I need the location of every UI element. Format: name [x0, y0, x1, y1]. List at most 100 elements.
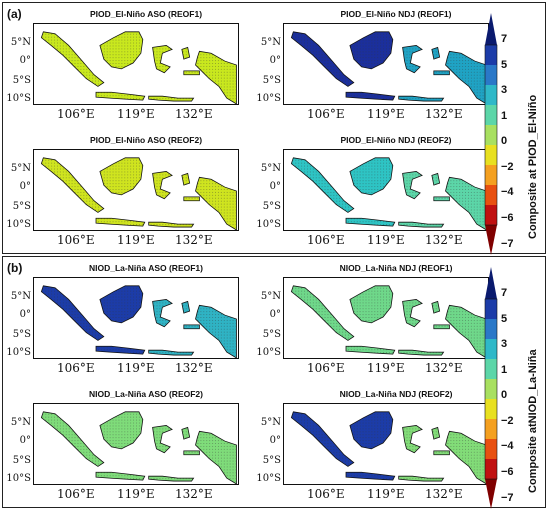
- colorbar-tick-label: −2: [501, 414, 514, 427]
- lon-tick-label: 132°E: [175, 487, 213, 501]
- lon-tick-label: 106°E: [307, 107, 345, 121]
- panel-b: (b) NIOD_La-Niña ASO (REOF1) 5°N 0° 5°S 10°S 1…: [2, 256, 546, 509]
- significance-hatch: [195, 431, 237, 484]
- lon-tick-label: 106°E: [57, 107, 95, 121]
- colorbar-segment: [485, 319, 497, 340]
- significance-hatch: [148, 476, 194, 482]
- lat-tick-label: 5°S: [262, 329, 281, 340]
- significance-hatch: [433, 450, 450, 455]
- colorbar-segment: [485, 165, 497, 186]
- significance-hatch: [402, 425, 423, 453]
- map-title: PIOD_El-Niño NDJ (REOF1): [340, 9, 452, 19]
- lat-tick-label: 5°N: [260, 163, 281, 174]
- colorbar-segment: [485, 479, 497, 509]
- significance-hatch: [41, 411, 104, 467]
- lon-tick-label: 119°E: [367, 487, 405, 501]
- lon-tick-label: 106°E: [57, 233, 95, 247]
- significance-hatch: [96, 218, 145, 227]
- significance-hatch: [183, 324, 200, 329]
- colorbar-tick-label: 7: [501, 33, 508, 45]
- colorbar-tick-label: −7: [501, 237, 514, 250]
- significance-hatch: [291, 31, 354, 87]
- colorbar-tick-label: 0: [501, 389, 508, 402]
- significance-hatch: [99, 411, 143, 449]
- colorbar-tick-label: 3: [501, 338, 508, 351]
- lat-tick-label: 5°S: [262, 75, 281, 86]
- lat-tick-label: 5°S: [12, 201, 31, 212]
- colorbar-tick-label: 1: [501, 363, 508, 376]
- lat-tick-label: 10°S: [256, 473, 281, 484]
- lat-tick-label: 0°: [19, 435, 31, 446]
- significance-hatch: [291, 157, 354, 213]
- lat-tick-label: 5°S: [12, 329, 31, 340]
- lon-tick-label: 119°E: [367, 233, 405, 247]
- colorbar-segment: [485, 439, 497, 460]
- lon-tick-label: 106°E: [57, 487, 95, 501]
- significance-hatch: [41, 285, 104, 341]
- significance-hatch: [152, 299, 173, 327]
- significance-hatch: [433, 70, 450, 75]
- colorbar-segment: [485, 267, 497, 299]
- panel-label: (a): [7, 7, 22, 21]
- map-panel: [33, 149, 239, 231]
- colorbar-segment: [485, 419, 497, 440]
- map-title: PIOD_El-Niño NDJ (REOF2): [340, 135, 452, 145]
- significance-hatch: [148, 350, 194, 356]
- lat-tick-label: 5°N: [10, 291, 31, 302]
- significance-hatch: [349, 157, 393, 195]
- colorbar-segment: [485, 85, 497, 106]
- map-title: NIOD_La-Niña NDJ (REOF1): [339, 263, 453, 273]
- significance-hatch: [433, 324, 450, 329]
- significance-hatch: [346, 472, 395, 481]
- colorbar-title: Composite at PIOD_El-Niño: [527, 94, 539, 239]
- significance-hatch: [195, 51, 237, 104]
- lat-tick-label: 10°S: [6, 93, 31, 104]
- lat-tick-label: 0°: [19, 309, 31, 320]
- colorbar-tick-label: −6: [501, 212, 514, 225]
- colorbar-segment: [485, 379, 497, 400]
- map-panel: [283, 23, 489, 105]
- significance-hatch: [349, 411, 393, 449]
- significance-hatch: [445, 51, 487, 104]
- significance-hatch: [402, 299, 423, 327]
- colorbar-tick-label: 3: [501, 84, 508, 97]
- map-title: NIOD_La-Niña ASO (REOF1): [89, 263, 203, 273]
- colorbar-tick-label: 5: [501, 58, 508, 71]
- significance-hatch: [183, 450, 200, 455]
- lon-tick-label: 106°E: [307, 487, 345, 501]
- colorbar-tick-label: −6: [501, 466, 514, 479]
- map-title: PIOD_El-Niño ASO (REOF2): [89, 135, 203, 145]
- significance-hatch: [445, 431, 487, 484]
- lat-tick-label: 5°N: [10, 417, 31, 428]
- colorbar-segment: [485, 65, 497, 86]
- significance-hatch: [346, 218, 395, 227]
- colorbar-segment: [485, 45, 497, 66]
- colorbar-segment: [485, 145, 497, 166]
- lon-tick-label: 119°E: [117, 107, 155, 121]
- lat-tick-label: 10°S: [6, 219, 31, 230]
- map-title: PIOD_El-Niño ASO (REOF1): [89, 9, 203, 19]
- significance-hatch: [349, 285, 393, 323]
- significance-hatch: [349, 31, 393, 69]
- colorbar-segment: [485, 459, 497, 480]
- significance-hatch: [41, 31, 104, 87]
- colorbar-segment: [485, 225, 497, 255]
- significance-hatch: [183, 70, 200, 75]
- colorbar-tick-label: 0: [501, 135, 508, 148]
- significance-hatch: [181, 427, 190, 440]
- lat-tick-label: 5°N: [260, 291, 281, 302]
- lat-tick-label: 5°N: [260, 37, 281, 48]
- map-panel: [283, 403, 489, 485]
- lat-tick-label: 10°S: [256, 219, 281, 230]
- significance-hatch: [96, 346, 145, 355]
- lat-tick-label: 5°S: [12, 455, 31, 466]
- significance-hatch: [445, 177, 487, 230]
- map-panel: [33, 23, 239, 105]
- colorbar-segment: [485, 105, 497, 126]
- significance-hatch: [181, 301, 190, 314]
- lon-tick-label: 119°E: [117, 487, 155, 501]
- lat-tick-label: 10°S: [6, 473, 31, 484]
- map-panel: [283, 277, 489, 359]
- lat-tick-label: 0°: [269, 309, 281, 320]
- colorbar-tick-label: 1: [501, 109, 508, 122]
